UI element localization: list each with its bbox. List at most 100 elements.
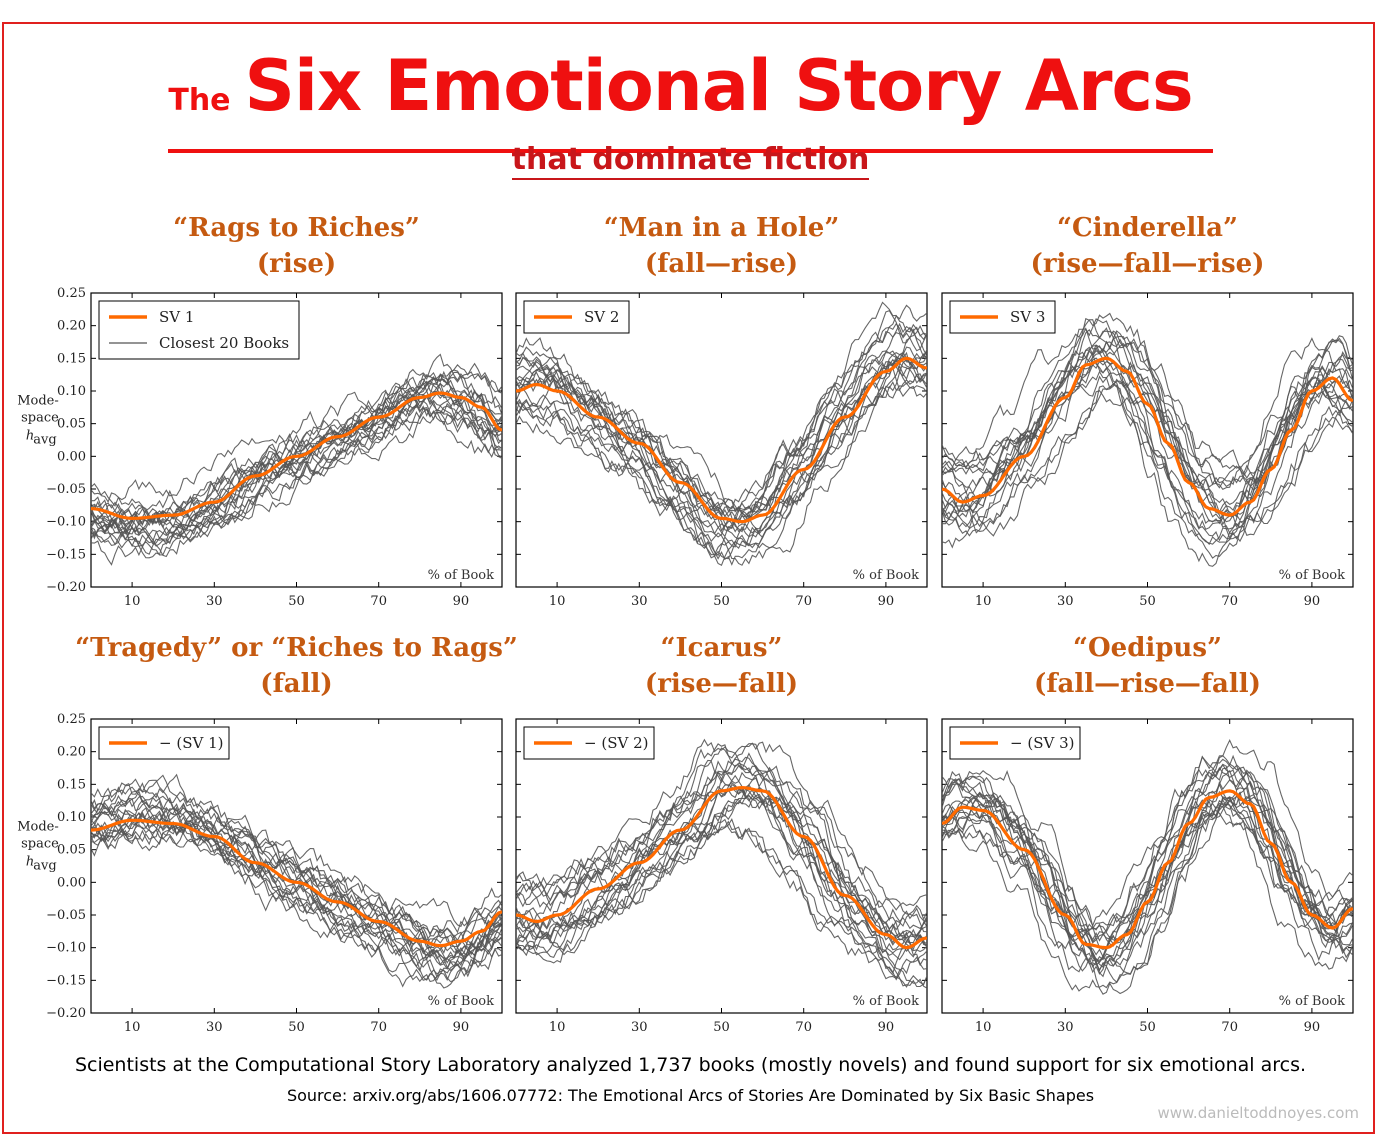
book-curve xyxy=(516,322,927,532)
x-tick-label: 30 xyxy=(631,1020,648,1035)
y-tick-label: −0.10 xyxy=(46,941,86,956)
book-curve xyxy=(942,357,1353,525)
chart-subtitle: (rise—fall) xyxy=(645,669,798,699)
x-tick-label: 30 xyxy=(1057,594,1074,609)
plot-lines xyxy=(91,353,502,566)
book-curve xyxy=(91,381,502,522)
x-tick-label: 30 xyxy=(631,594,648,609)
y-tick-label: −0.05 xyxy=(46,482,86,497)
book-curve xyxy=(91,371,502,545)
book-curve xyxy=(516,777,927,944)
plot-area xyxy=(515,292,928,588)
main-arc-curve xyxy=(942,356,1353,517)
y-axis-label-line2: space xyxy=(21,837,59,852)
x-axis-label: % of Book xyxy=(1279,568,1345,583)
book-curve xyxy=(942,800,1353,967)
chart-title: “Icarus” xyxy=(661,633,783,663)
book-curve xyxy=(942,390,1353,529)
y-tick-label: 0.05 xyxy=(57,417,86,432)
y-tick-label: −0.15 xyxy=(46,547,86,562)
y-axis-label-line2: space xyxy=(21,411,59,426)
book-curve xyxy=(516,786,927,988)
legend-main-label: SV 1 xyxy=(159,308,194,326)
y-tick-label: 0.10 xyxy=(57,810,86,825)
chart-title: “Rags to Riches” xyxy=(173,213,420,243)
y-axis-label-subscript: avg xyxy=(33,433,56,448)
book-curve xyxy=(91,401,502,556)
book-curve xyxy=(942,318,1353,518)
y-tick-label: −0.15 xyxy=(46,973,86,988)
y-tick-label: 0.25 xyxy=(57,712,86,727)
y-tick-label: −0.05 xyxy=(46,908,86,923)
book-curve xyxy=(91,382,502,555)
page-title: The Six Emotional Story Arcs xyxy=(168,42,1213,153)
watermark: www.danieltoddnoyes.com xyxy=(1157,1104,1360,1122)
legend-main-label: SV 2 xyxy=(584,308,619,326)
x-tick-label: 70 xyxy=(1221,1020,1238,1035)
chart-panel-3: “Cinderella” (rise—fall—rise) 10 30 50 70 90 % … xyxy=(941,213,1354,609)
chart-subtitle: (rise) xyxy=(257,249,336,279)
x-tick-label: 50 xyxy=(713,594,730,609)
plot-lines xyxy=(516,738,927,989)
legend-main-label: − (SV 2) xyxy=(584,734,648,752)
legend-box xyxy=(98,300,300,360)
plot-area xyxy=(90,718,503,1014)
y-tick-label: 0.10 xyxy=(57,384,86,399)
x-tick-label: 90 xyxy=(453,1020,470,1035)
legend-main-label: SV 3 xyxy=(1010,308,1045,326)
chart-title: “Tragedy” or “Riches to Rags” xyxy=(75,633,518,663)
book-curve xyxy=(942,794,1353,972)
chart-title: “Cinderella” xyxy=(1057,213,1238,243)
book-curve xyxy=(91,812,502,961)
legend-main-label: − (SV 1) xyxy=(159,734,223,752)
x-tick-label: 90 xyxy=(1304,594,1321,609)
title-main: Six Emotional Story Arcs xyxy=(244,45,1194,127)
book-curve xyxy=(516,382,927,538)
x-tick-label: 90 xyxy=(878,1020,895,1035)
page-border xyxy=(2,22,1375,1134)
main-arc-curve xyxy=(91,818,502,948)
y-axis-label-line1: Mode- xyxy=(17,820,59,835)
main-arc-curve xyxy=(516,785,927,950)
y-tick-label: 0.00 xyxy=(57,449,86,464)
book-curve xyxy=(91,400,502,549)
chart-panel-6: “Oedipus” (fall—rise—fall) 10 30 50 70 90 % of … xyxy=(941,633,1354,1035)
source-citation: Source: arxiv.org/abs/1606.07772: The Em… xyxy=(286,1086,1095,1105)
book-curve xyxy=(516,304,927,518)
x-axis-label: % of Book xyxy=(853,568,919,583)
caption: Scientists at the Computational Story La… xyxy=(74,1054,1307,1076)
book-curve xyxy=(91,789,502,972)
y-axis-label-symbol: h xyxy=(26,855,34,870)
chart-subtitle: (fall—rise) xyxy=(645,249,798,279)
x-tick-label: 70 xyxy=(795,594,812,609)
y-tick-label: −0.10 xyxy=(46,515,86,530)
x-tick-label: 10 xyxy=(975,1020,992,1035)
x-tick-label: 10 xyxy=(124,594,141,609)
book-curve xyxy=(942,372,1353,545)
y-tick-label: 0.20 xyxy=(57,319,86,334)
book-curve xyxy=(942,805,1353,992)
book-curve xyxy=(516,747,927,941)
book-curve xyxy=(516,818,927,975)
plot-lines xyxy=(91,773,502,989)
y-tick-label: 0.15 xyxy=(57,351,86,366)
y-tick-label: 0.05 xyxy=(57,843,86,858)
y-tick-label: −0.20 xyxy=(46,1006,86,1021)
title-prefix: The xyxy=(168,83,231,118)
book-curve xyxy=(942,772,1353,975)
chart-panel-5: “Icarus” (rise—fall) 10 30 50 70 90 % of Book − … xyxy=(515,633,928,1035)
chart-panel-4: “Tragedy” or “Riches to Rags” (fall) 10 30 5… xyxy=(17,633,518,1035)
chart-title: “Oedipus” xyxy=(1073,633,1222,663)
book-curve xyxy=(516,766,927,944)
x-tick-label: 50 xyxy=(288,1020,305,1035)
x-tick-label: 10 xyxy=(549,594,566,609)
legend-main-label: − (SV 3) xyxy=(1010,734,1074,752)
book-curve xyxy=(942,797,1353,995)
x-tick-label: 10 xyxy=(124,1020,141,1035)
x-tick-label: 90 xyxy=(878,594,895,609)
x-tick-label: 10 xyxy=(975,594,992,609)
y-axis-label-subscript: avg xyxy=(33,859,56,874)
main-arc-curve xyxy=(942,789,1353,950)
book-curve xyxy=(942,796,1353,975)
x-tick-label: 70 xyxy=(1221,594,1238,609)
